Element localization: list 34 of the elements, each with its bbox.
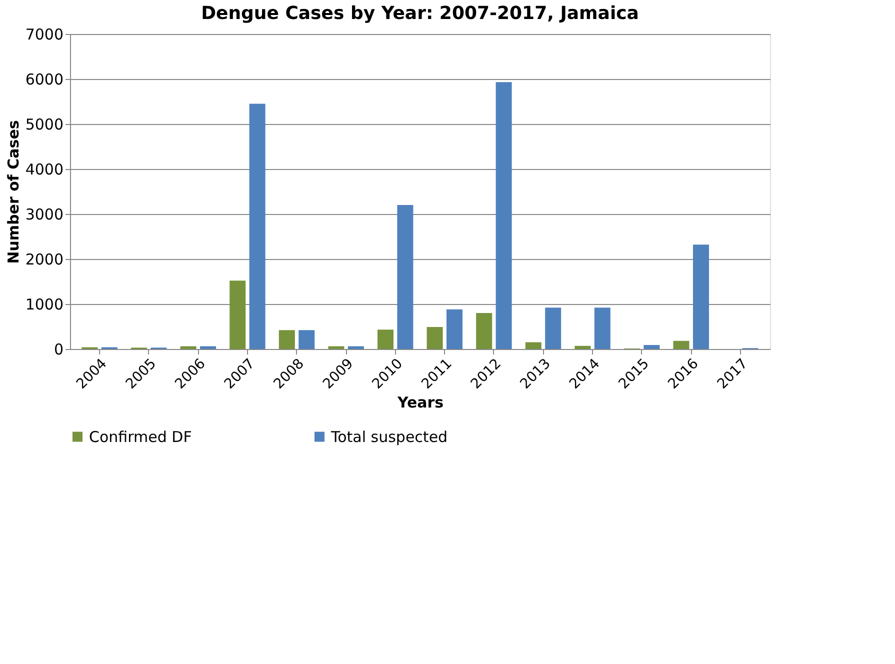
bar [545, 308, 562, 349]
bar [397, 205, 414, 349]
bar [230, 280, 246, 349]
bar [594, 308, 610, 349]
legend-label: Total suspected [330, 428, 448, 446]
bar [574, 346, 591, 349]
y-tick-label: 7000 [25, 26, 64, 44]
bar [328, 346, 344, 349]
chart-title: Dengue Cases by Year: 2007-2017, Jamaica [201, 3, 639, 24]
bar [298, 330, 315, 349]
y-tick-label: 6000 [25, 70, 64, 88]
y-tick-label: 5000 [25, 116, 64, 134]
bar [348, 346, 364, 349]
bar [496, 82, 512, 349]
y-tick-label: 2000 [25, 250, 64, 268]
bar [476, 313, 492, 349]
bar [426, 326, 443, 349]
bar [644, 344, 660, 349]
y-tick-label: 4000 [25, 160, 64, 178]
y-tick-label: 0 [54, 340, 64, 358]
bar [278, 330, 295, 349]
bar [446, 309, 463, 349]
bar [249, 104, 266, 349]
bar [377, 330, 394, 349]
y-tick-label: 3000 [25, 206, 64, 224]
y-axis-title: Number of Cases [4, 120, 22, 264]
y-tick-label: 1000 [25, 296, 64, 314]
bar [692, 244, 709, 349]
bar [180, 346, 196, 349]
bar [200, 346, 216, 349]
bar [525, 342, 542, 349]
legend-label: Confirmed DF [89, 428, 192, 446]
x-axis-title: Years [396, 394, 444, 412]
bar [673, 340, 690, 349]
